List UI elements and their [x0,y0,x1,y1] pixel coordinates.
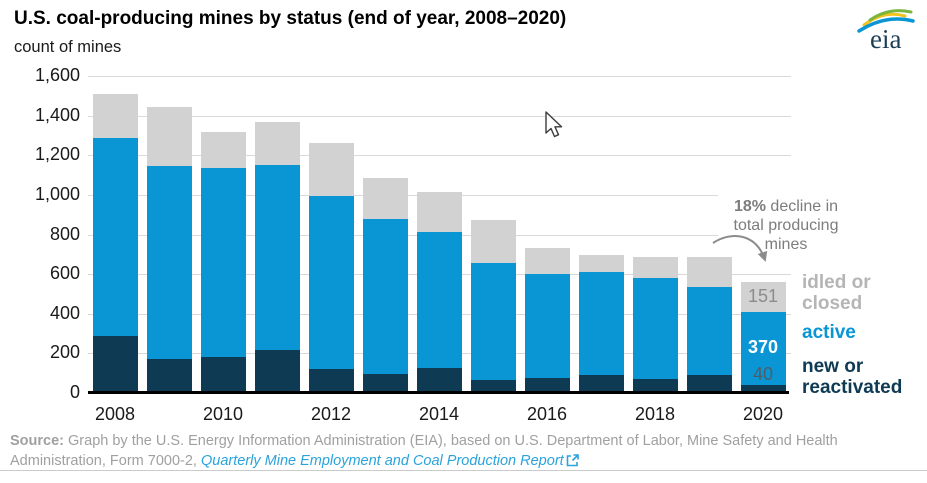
bar-segment-2008 [92,138,138,336]
y-axis-unit-label: count of mines [14,38,122,56]
bar-segment-2019 [686,287,732,376]
bar-segment-2012 [308,143,354,196]
source-note: Source: Graph by the U.S. Energy Informa… [10,431,882,471]
mouse-cursor-icon [545,111,563,138]
x-axis-tick-label: 2020 [742,404,784,424]
bar-segment-2013 [362,374,408,393]
legend-item-idled-or-closed: idled or closed [802,272,871,314]
bar-segment-2009 [146,166,192,360]
y-axis-tick-label: 400 [49,302,80,323]
y-axis-tick-label: 1,000 [34,183,80,204]
bar-segment-2017 [578,255,624,273]
eia-logo: eia [848,4,920,54]
y-axis-tick-label: 0 [69,382,80,402]
bar-segment-2018 [632,379,678,393]
bar-segment-2009 [146,359,192,393]
source-link-text[interactable]: Quarterly Mine Employment and Coal Produ… [201,453,564,469]
bar-segment-2020 [740,311,786,386]
bar-segment-2012 [308,195,354,370]
y-axis-tick-label: 1,400 [34,104,80,125]
bar-segment-2008 [92,335,138,393]
annotation-rest: decline in total producing mines [733,198,839,253]
bar-segment-2010 [200,357,246,393]
bar-segment-2010 [200,132,246,169]
bar-value-label: 370 [747,337,779,358]
bar-segment-2017 [578,375,624,393]
bar-segment-2018 [632,278,678,380]
bar-segment-2014 [416,231,462,369]
annotation-text: 18% decline in total producing mines [722,197,850,254]
gridline [88,76,791,77]
bar-segment-2011 [254,121,300,166]
x-axis-tick-label: 2016 [526,404,568,424]
eia-logo-icon: eia [857,9,915,54]
bar-segment-2011 [254,350,300,393]
annotation-arrow-icon [712,235,768,262]
x-axis-tick-label: 2008 [94,404,136,424]
gridline [88,155,791,157]
y-axis-tick-label: 1,600 [34,65,80,85]
bar-segment-2014 [416,191,462,232]
footer-divider [0,470,927,471]
bar-segment-2013 [362,218,408,375]
x-axis-tick-label: 2014 [418,404,460,424]
bar-segment-2010 [200,168,246,358]
x-axis-tick-label: 2018 [634,404,676,424]
bar-segment-2017 [578,272,624,376]
bar-segment-2016 [524,378,570,393]
annotation-percent: 18% [733,198,766,215]
bar-segment-2015 [470,263,516,381]
gridline [88,115,791,117]
bar-segment-2008 [92,93,138,139]
bar-segment-2020 [740,281,786,312]
bar-segment-2015 [470,380,516,393]
bar-segment-2011 [254,165,300,351]
bar-segment-2019 [686,375,732,393]
bar-segment-2016 [524,248,570,275]
bar-segment-2012 [308,369,354,393]
source-link[interactable]: Quarterly Mine Employment and Coal Produ… [201,453,579,469]
x-axis-tick-label: 2012 [310,404,352,424]
chart-title: U.S. coal-producing mines by status (end… [14,8,567,29]
y-axis-tick-label: 200 [49,342,80,363]
y-axis-tick-label: 600 [49,263,80,284]
bar-segment-2016 [524,274,570,379]
legend-item-active: active [802,322,856,343]
legend-item-new-or-reactivated: new or reactivated [802,356,903,398]
source-body: Graph by the U.S. Energy Information Adm… [10,433,838,469]
external-link-icon[interactable] [566,454,579,467]
bar-segment-2020 [740,385,786,393]
bar-segment-2019 [686,257,732,287]
bar-value-label: 40 [752,364,774,385]
x-axis-tick-label: 2010 [202,404,244,424]
bar-segment-2013 [362,178,408,219]
bar-value-label: 151 [747,285,779,306]
bar-segment-2018 [632,257,678,279]
bar-segment-2014 [416,368,462,393]
y-axis-tick-label: 1,200 [34,144,80,165]
svg-text:eia: eia [870,24,901,54]
source-label: Source: [10,433,64,449]
x-axis-line [88,391,789,394]
bar-segment-2015 [470,219,516,264]
y-axis-tick-label: 800 [49,223,80,244]
bar-segment-2009 [146,106,192,167]
